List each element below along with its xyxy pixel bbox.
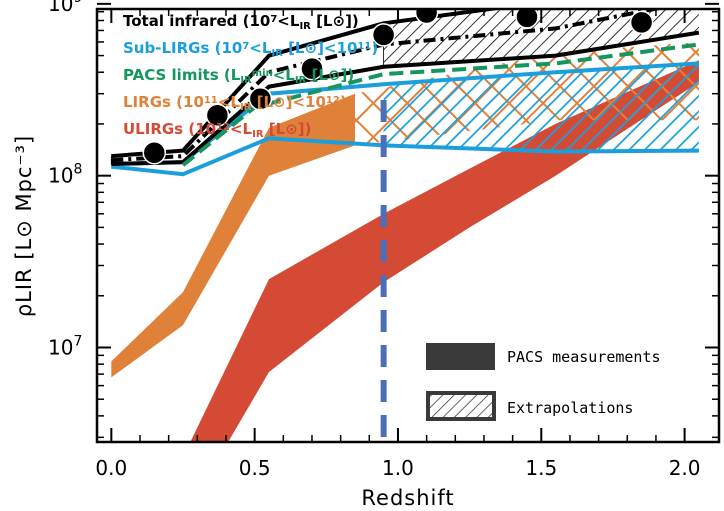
total-point (515, 9, 539, 29)
lirg-band-measured (111, 93, 355, 378)
pacs-measurements-label: PACS measurements (507, 348, 661, 366)
pacs-measurements-swatch (426, 343, 495, 370)
x-tick-label: 1.0 (382, 456, 414, 480)
total-point (248, 87, 273, 111)
sub-lirg-band-extrapolated (383, 63, 699, 152)
legend: Total infrared (107<LIR [L⊙]) Sub-LIRGs (… (123, 12, 378, 140)
total-point (414, 9, 439, 25)
x-axis-title: Redshift (361, 486, 454, 510)
total-point (371, 23, 396, 47)
legend-entry-lirg: LIRGs (1011<LIR [L⊙]<1012) (123, 93, 347, 113)
x-tick-label: 1.5 (525, 456, 557, 480)
x-tick-label: 2.0 (669, 456, 701, 480)
total-point (300, 56, 324, 81)
y-tick-label: 107 (48, 333, 82, 359)
total-point (142, 140, 167, 165)
extrapolations-label: Extrapolations (507, 399, 633, 417)
total-band-extrapolated (383, 9, 699, 67)
total-center-line (111, 9, 665, 163)
legend-entry-ulirg: ULIRGs (1012<LIR [L⊙]) (123, 120, 311, 140)
ulirg-band (190, 60, 699, 442)
axes-frame: 0.0 0.5 1.0 1.5 2.0 107 108 109 (48, 0, 721, 480)
legend-entry-total: Total infrared (107<LIR [L⊙]) (123, 12, 359, 32)
total-point (205, 103, 230, 127)
pacs-limits-line (181, 42, 700, 167)
y-axis-title: ρLIR [L⊙ Mpc⁻³] (12, 135, 36, 317)
extrapolations-swatch (426, 391, 496, 421)
legend-entry-pacs-limits: PACS limits (LIRmin<LIR [L⊙]) (123, 66, 354, 86)
y-tick-label: 109 (48, 0, 82, 16)
legend-entry-sub-lirg: Sub-LIRGs (107<LIR [L⊙]<1011) (123, 39, 378, 59)
key: PACS measurements Extrapolations (426, 343, 661, 421)
plot-area (110, 9, 700, 442)
x-tick-label: 0.5 (239, 456, 271, 480)
sub-lirg-lower-line (111, 136, 699, 177)
x-tick-label: 0.0 (95, 456, 127, 480)
y-tick-label: 108 (48, 162, 82, 188)
total-lower-line (111, 30, 700, 166)
total-point (629, 10, 654, 35)
plot-frame (95, 7, 721, 444)
total-upper-line (111, 9, 506, 159)
